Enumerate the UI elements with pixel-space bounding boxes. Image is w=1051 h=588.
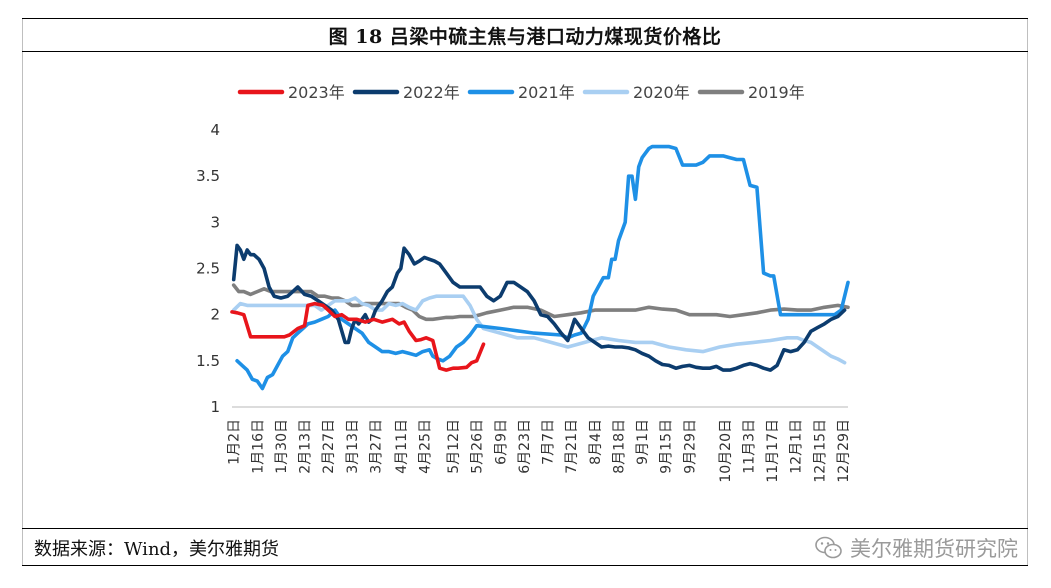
- y-tick-label: 2.5: [196, 260, 220, 278]
- x-tick-label: 12月15日: [812, 419, 828, 483]
- legend-label: 2019年: [748, 83, 805, 102]
- x-tick-label: 8月18日: [611, 419, 627, 474]
- x-tick-label: 11月17日: [765, 419, 781, 483]
- y-tick-label: 4: [210, 121, 220, 139]
- x-tick-label: 7月7日: [541, 419, 557, 465]
- x-tick-label: 8月4日: [588, 419, 604, 465]
- x-tick-label: 5月26日: [470, 419, 486, 474]
- x-tick-label: 1月30日: [274, 419, 290, 474]
- y-tick-label: 3.5: [196, 167, 220, 185]
- legend-item: 2021年: [467, 83, 575, 102]
- x-tick-label: 2月13日: [298, 419, 314, 474]
- watermark-text: 美尔雅期货研究院: [850, 537, 1018, 561]
- series-line-2020年: [231, 294, 847, 365]
- figure-frame: [22, 18, 1028, 566]
- x-tick-label: 9月29日: [682, 419, 698, 474]
- plot-area: [230, 144, 850, 391]
- y-tick-label: 1: [210, 398, 220, 416]
- chart-title: 图 18 吕梁中硫主焦与港口动力煤现货价格比: [328, 25, 722, 48]
- watermark: 美尔雅期货研究院: [814, 533, 1018, 563]
- series-line-2021年: [235, 144, 850, 391]
- x-tick-label: 7月21日: [564, 419, 580, 474]
- x-tick-label: 4月11日: [394, 419, 410, 474]
- series-line-2023年: [230, 301, 486, 372]
- y-tick-label: 3: [210, 213, 220, 231]
- series-line-2022年: [231, 243, 847, 372]
- x-tick-label: 12月29日: [836, 419, 852, 483]
- x-tick-label: 1月2日: [227, 419, 243, 465]
- x-tick-label: 6月23日: [517, 419, 533, 474]
- wechat-icon: [815, 536, 842, 559]
- legend-item: 2023年: [237, 83, 345, 102]
- legend: 2023年 2022年 2021年 2020年 2019年: [237, 83, 805, 102]
- legend-label: 2023年: [288, 83, 345, 102]
- x-tick-label: 4月25日: [417, 419, 433, 474]
- x-tick-label: 5月12日: [446, 419, 462, 474]
- legend-item: 2020年: [582, 83, 690, 102]
- x-tick-label: 3月27日: [368, 419, 384, 474]
- x-tick-label: 3月13日: [345, 419, 361, 474]
- x-tick-label: 1月16日: [250, 419, 266, 474]
- y-tick-label: 2: [210, 306, 220, 324]
- source-note: 数据来源：Wind，美尔雅期货: [34, 539, 280, 560]
- x-tick-label: 12月1日: [789, 419, 805, 474]
- y-axis: 1 1.5 2 2.5 3 3.5 4: [196, 121, 220, 416]
- legend-label: 2020年: [633, 83, 690, 102]
- x-tick-label: 6月9日: [493, 419, 509, 465]
- title-bar: 图 18 吕梁中硫主焦与港口动力煤现货价格比: [22, 18, 1028, 52]
- legend-label: 2022年: [403, 83, 460, 102]
- x-tick-label: 10月20日: [718, 419, 734, 483]
- legend-label: 2021年: [518, 83, 575, 102]
- x-tick-label: 11月3日: [741, 419, 757, 474]
- legend-item: 2022年: [352, 83, 460, 102]
- legend-item: 2019年: [697, 83, 805, 102]
- x-tick-label: 9月1日: [635, 419, 651, 465]
- footer: 数据来源：Wind，美尔雅期货 美尔雅期货研究院: [22, 528, 1028, 566]
- x-tick-label: 2月27日: [321, 419, 337, 474]
- x-axis: 1月2日 1月16日 1月30日 2月13日 2月27日 3月13日 3月27日 4月11日 4…: [227, 406, 852, 483]
- y-tick-label: 1.5: [196, 352, 220, 370]
- x-tick-label: 9月15日: [659, 419, 675, 474]
